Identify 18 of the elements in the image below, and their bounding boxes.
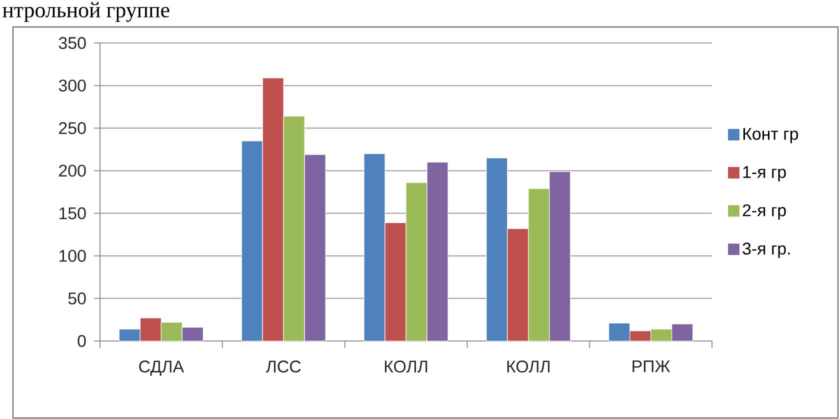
legend-label: 1-я гр — [743, 166, 786, 182]
y-tick-label: 300 — [58, 80, 86, 92]
legend-label: 2-я гр — [742, 204, 786, 220]
x-tick-label: РПЖ — [632, 360, 670, 372]
y-tick-label: 350 — [58, 37, 86, 49]
y-tick-label: 100 — [60, 250, 86, 262]
y-tick-label: 150 — [60, 207, 86, 220]
y-tick-label: 0 — [78, 335, 86, 347]
legend-label: 3-я гр. — [742, 242, 790, 258]
y-tick-label: 50 — [68, 292, 86, 304]
x-tick-label: ЛСС — [266, 360, 301, 373]
x-tick-label: СДЛА — [139, 360, 184, 376]
legend-label: Конт гр — [743, 128, 798, 144]
y-tick-label: 250 — [59, 122, 86, 134]
y-tick-label: 200 — [59, 164, 86, 177]
text: нтрольной группе — [2, 2, 170, 22]
x-tick-label: КОЛЛ — [384, 360, 428, 373]
x-tick-label: КОЛЛ — [507, 360, 550, 373]
